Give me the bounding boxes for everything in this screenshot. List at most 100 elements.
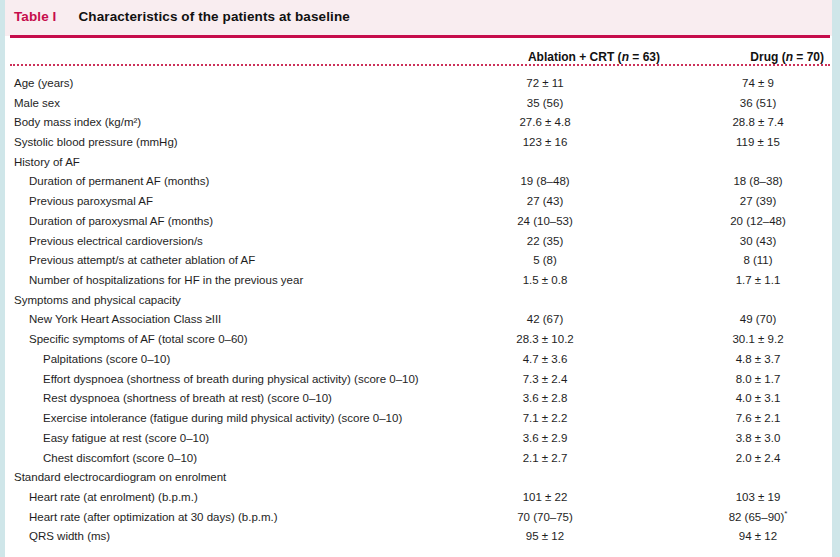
row-value-drug-text: 30.1 ± 9.2: [732, 333, 783, 345]
column-header-drug: Drug (n = 70): [688, 50, 828, 64]
row-value-ablation-crt: 72 ± 11: [430, 77, 660, 89]
row-value-drug-text: 4.0 ± 3.1: [736, 392, 781, 404]
table-row: Body mass index (kg/m²) 27.6 ± 4.8 28.8 …: [0, 112, 840, 132]
row-value-ablation-crt-text: 22 (35): [527, 235, 563, 247]
row-value-ablation-crt: 24 (10–53): [430, 215, 660, 227]
row-value-ablation-crt-text: 27.6 ± 4.8: [519, 116, 570, 128]
row-value-drug-text: 103 ± 19: [736, 491, 781, 503]
row-value-ablation-crt-text: 35 (56): [527, 97, 563, 109]
row-value-ablation-crt-text: 5 (8): [533, 254, 557, 266]
row-value-drug-text: 36 (51): [740, 97, 776, 109]
row-label: Age (years): [0, 77, 430, 89]
row-value-drug-text: 1.7 ± 1.1: [736, 274, 781, 286]
row-label: Effort dyspnoea (shortness of breath dur…: [0, 373, 430, 385]
row-value-ablation-crt: 4.7 ± 3.6: [430, 353, 660, 365]
row-label: Symptoms and physical capacity: [0, 294, 430, 306]
row-label: Standard electrocardiogram on enrolment: [0, 471, 430, 483]
row-value-drug-text: 20 (12–48): [730, 215, 786, 227]
table-row: Exercise intolerance (fatigue during mil…: [0, 408, 840, 428]
row-value-ablation-crt-text: 42 (67): [527, 313, 563, 325]
table-rows: Age (years) 72 ± 11 74 ± 9 Male sex 35 (…: [0, 73, 840, 546]
table-title: Characteristics of the patients at basel…: [78, 9, 349, 24]
table-row: History of AF: [0, 152, 840, 172]
row-value-drug-text: 27 (39): [740, 195, 776, 207]
row-label: Previous electrical cardioversion/s: [0, 235, 430, 247]
row-value-ablation-crt: 2.1 ± 2.7: [430, 452, 660, 464]
table-row: Number of hospitalizations for HF in the…: [0, 270, 840, 290]
row-label: Male sex: [0, 97, 430, 109]
row-value-ablation-crt: 3.6 ± 2.8: [430, 392, 660, 404]
row-value-ablation-crt: 28.3 ± 10.2: [430, 333, 660, 345]
row-value-drug: 8 (11): [688, 254, 828, 266]
table-row: Symptoms and physical capacity: [0, 290, 840, 310]
table-caption: Table I Characteristics of the patients a…: [14, 9, 350, 24]
table-row: QRS width (ms) 95 ± 12 94 ± 12: [0, 527, 840, 547]
row-value-drug-text: 82 (65–90): [729, 511, 785, 523]
table-header-row: Ablation + CRT (n = 63) Drug (n = 70): [0, 46, 840, 64]
row-value-ablation-crt: 35 (56): [430, 97, 660, 109]
row-value-drug: 27 (39): [688, 195, 828, 207]
row-value-ablation-crt-text: 4.7 ± 3.6: [523, 353, 568, 365]
row-value-ablation-crt: 3.6 ± 2.9: [430, 432, 660, 444]
row-value-ablation-crt-text: 72 ± 11: [526, 77, 563, 89]
table-row: Previous attempt/s at catheter ablation …: [0, 250, 840, 270]
table-row: Chest discomfort (score 0–10) 2.1 ± 2.7 …: [0, 448, 840, 468]
row-value-ablation-crt-text: 101 ± 22: [523, 491, 568, 503]
table-row: Effort dyspnoea (shortness of breath dur…: [0, 369, 840, 389]
row-label: Body mass index (kg/m²): [0, 116, 430, 128]
table-row: Systolic blood pressure (mmHg) 123 ± 16 …: [0, 132, 840, 152]
table-row: Heart rate (at enrolment) (b.p.m.) 101 ±…: [0, 487, 840, 507]
row-value-ablation-crt: 27 (43): [430, 195, 660, 207]
row-value-drug: 36 (51): [688, 97, 828, 109]
row-value-drug-footnote-marker: *: [784, 509, 787, 518]
row-value-drug: 20 (12–48): [688, 215, 828, 227]
row-value-drug-text: 94 ± 12: [739, 530, 777, 542]
row-value-drug-text: 18 (8–38): [733, 175, 782, 187]
table-row: Standard electrocardiogram on enrolment: [0, 467, 840, 487]
row-value-drug: 1.7 ± 1.1: [688, 274, 828, 286]
row-value-drug: 30 (43): [688, 235, 828, 247]
row-value-drug: 103 ± 19: [688, 491, 828, 503]
row-value-ablation-crt: 95 ± 12: [430, 530, 660, 542]
row-value-drug: 28.8 ± 7.4: [688, 116, 828, 128]
row-value-drug-text: 119 ± 15: [736, 136, 780, 148]
row-value-drug-text: 3.8 ± 3.0: [736, 432, 781, 444]
row-label: Previous paroxysmal AF: [0, 195, 430, 207]
row-value-ablation-crt-text: 7.3 ± 2.4: [523, 373, 568, 385]
row-value-ablation-crt-text: 28.3 ± 10.2: [516, 333, 573, 345]
row-value-ablation-crt: 123 ± 16: [430, 136, 660, 148]
table-row: Duration of permanent AF (months) 19 (8–…: [0, 172, 840, 192]
table-number-label: Table I: [14, 9, 56, 24]
row-value-ablation-crt: 70 (70–75): [430, 511, 660, 523]
row-label: Palpitations (score 0–10): [0, 353, 430, 365]
row-value-drug: 7.6 ± 2.1: [688, 412, 828, 424]
row-value-drug: 30.1 ± 9.2: [688, 333, 828, 345]
row-label: Duration of permanent AF (months): [0, 175, 430, 187]
column-header-ablation-crt-post: = 63): [629, 50, 660, 64]
row-label: New York Heart Association Class ≥III: [0, 313, 430, 325]
row-value-ablation-crt: 7.1 ± 2.2: [430, 412, 660, 424]
table-top-rule: [10, 35, 830, 38]
row-value-ablation-crt-text: 95 ± 12: [526, 530, 564, 542]
row-value-drug: 82 (65–90)*: [688, 511, 828, 523]
table-row: Previous paroxysmal AF 27 (43) 27 (39): [0, 191, 840, 211]
column-header-drug-n: n: [786, 50, 793, 64]
row-value-ablation-crt: 19 (8–48): [430, 175, 660, 187]
table-row: New York Heart Association Class ≥III 42…: [0, 310, 840, 330]
row-value-ablation-crt-text: 24 (10–53): [517, 215, 573, 227]
header-dotted-rule: [10, 64, 830, 66]
row-value-drug-text: 49 (70): [740, 313, 776, 325]
row-value-drug: 119 ± 15: [688, 136, 828, 148]
table-row: Age (years) 72 ± 11 74 ± 9: [0, 73, 840, 93]
row-value-drug: 4.8 ± 3.7: [688, 353, 828, 365]
table-row: Heart rate (after optimization at 30 day…: [0, 507, 840, 527]
row-label: Systolic blood pressure (mmHg): [0, 136, 430, 148]
row-label: Heart rate (at enrolment) (b.p.m.): [0, 491, 430, 503]
column-header-ablation-crt-n: n: [622, 50, 629, 64]
row-value-drug-text: 8 (11): [743, 254, 772, 266]
row-label: Easy fatigue at rest (score 0–10): [0, 432, 430, 444]
row-value-drug: 18 (8–38): [688, 175, 828, 187]
row-value-ablation-crt-text: 27 (43): [527, 195, 563, 207]
table-row: Rest dyspnoea (shortness of breath at re…: [0, 389, 840, 409]
table-row: Male sex 35 (56) 36 (51): [0, 93, 840, 113]
